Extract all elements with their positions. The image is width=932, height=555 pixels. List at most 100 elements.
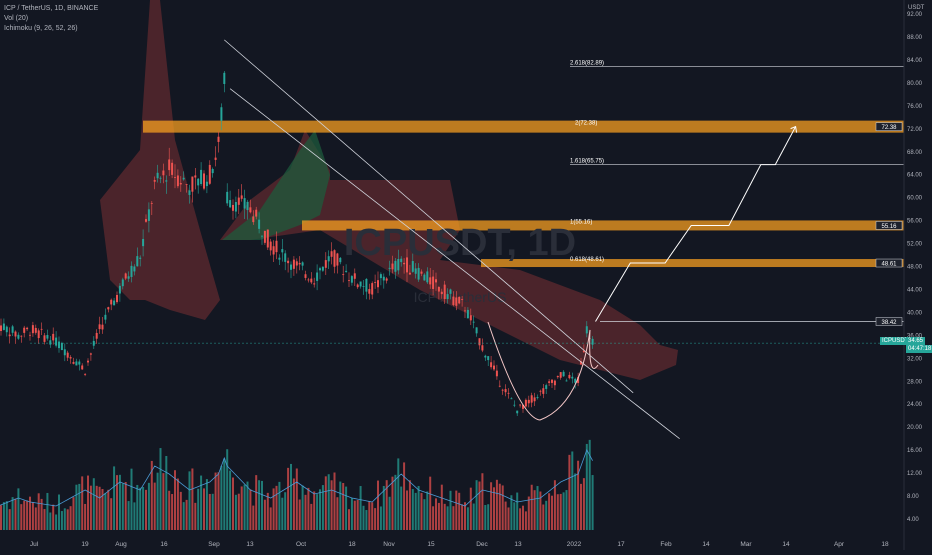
volume-bar <box>5 501 8 530</box>
fib-level-label: 2(72.38) <box>575 121 597 127</box>
candle <box>342 274 345 275</box>
candle <box>321 266 324 271</box>
candle <box>284 253 287 262</box>
candle <box>336 253 339 266</box>
candle <box>275 240 278 253</box>
volume-bar <box>116 475 118 530</box>
volume-bar <box>52 504 55 530</box>
volume-bar <box>281 497 284 530</box>
candle <box>310 278 313 283</box>
volume-bar <box>437 502 440 530</box>
candle <box>162 170 165 176</box>
candle <box>266 229 269 248</box>
volume-bar <box>588 439 591 530</box>
volume-bar <box>327 474 330 530</box>
currency-label: USDT <box>908 5 925 11</box>
date-tick-label: 18 <box>881 541 889 548</box>
volume-bar <box>446 506 449 530</box>
fib-level-label: 1(55.16) <box>570 219 592 225</box>
candle <box>469 315 472 321</box>
volume-bar <box>307 487 310 530</box>
candle <box>55 337 58 346</box>
volume-bar <box>20 504 23 530</box>
candle <box>246 201 249 211</box>
candle <box>197 178 200 186</box>
volume-bar <box>481 473 484 530</box>
volume-bar <box>11 497 14 530</box>
candle <box>319 268 321 271</box>
fib-price-tag-label: 48.61 <box>881 262 897 268</box>
fib-level-label: 2.618(82.89) <box>570 60 604 66</box>
candle <box>397 258 400 271</box>
volume-bar <box>136 484 139 530</box>
volume-bar <box>478 481 481 530</box>
candle <box>37 330 40 339</box>
volume-bar <box>284 492 287 530</box>
volume-bar <box>316 494 319 530</box>
candle <box>435 279 437 283</box>
candle <box>519 404 522 406</box>
volume-bar <box>519 508 522 530</box>
price-tick-label: 20.00 <box>907 425 923 431</box>
candle <box>287 260 290 264</box>
date-tick-label: Jul <box>30 541 39 548</box>
candle <box>406 257 408 273</box>
volume-bar <box>75 484 78 530</box>
volume-bar <box>191 468 194 530</box>
volume-bar <box>591 475 594 530</box>
volume-bar <box>87 475 89 530</box>
volume-bar <box>382 485 385 530</box>
candle <box>545 385 548 389</box>
candle <box>580 361 582 365</box>
projection-arrowhead <box>790 125 798 133</box>
volume-bar <box>63 508 66 530</box>
volume-bar <box>153 482 156 530</box>
volume-bar <box>556 494 559 530</box>
candle <box>263 230 266 243</box>
volume-bar <box>223 458 226 530</box>
candle <box>203 173 205 189</box>
candle <box>446 294 449 300</box>
volume-bar <box>350 497 353 530</box>
candle <box>11 326 14 333</box>
date-tick-label: Feb <box>660 541 672 548</box>
candle <box>104 314 107 320</box>
candle <box>391 263 394 270</box>
candle <box>542 388 545 394</box>
volume-bar <box>31 502 34 530</box>
volume-bar <box>162 473 165 530</box>
volume-bar <box>46 492 49 530</box>
volume-bar <box>130 468 133 530</box>
candle <box>420 271 423 274</box>
candle <box>200 169 203 185</box>
candle <box>249 207 252 213</box>
candle <box>174 177 176 178</box>
volume-bar <box>559 493 562 530</box>
candle <box>493 365 495 370</box>
volume-bar <box>562 492 565 530</box>
volume-bar <box>582 478 585 530</box>
volume-bar <box>397 458 400 530</box>
candle <box>333 250 336 267</box>
volume-bar <box>232 477 234 530</box>
volume-bar <box>522 505 524 530</box>
price-tick-label: 24.00 <box>907 402 923 408</box>
price-tick-label: 28.00 <box>907 379 923 385</box>
candle <box>107 307 110 310</box>
volume-bar <box>2 502 5 530</box>
candle <box>89 353 92 355</box>
candle <box>388 267 391 269</box>
volume-bar <box>524 511 527 530</box>
volume-bar <box>455 490 458 530</box>
candle <box>562 371 565 377</box>
candle <box>31 325 34 334</box>
volume-bar <box>498 483 501 530</box>
candle <box>461 299 464 301</box>
last-price-value: 34.65 <box>906 337 926 345</box>
volume-bar <box>339 481 342 530</box>
legend-symbol: ICP / TetherUS, 1D, BINANCE <box>4 5 99 12</box>
volume-bar <box>58 494 60 530</box>
candle <box>98 324 101 330</box>
